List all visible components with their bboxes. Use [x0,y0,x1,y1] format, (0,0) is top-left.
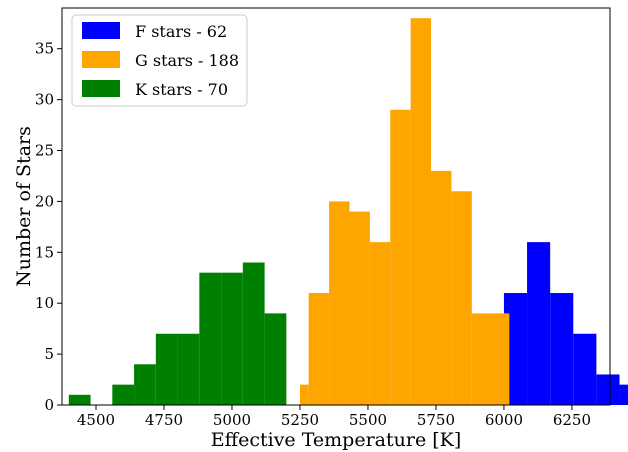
y-tick-label: 0 [44,396,54,414]
bar [68,394,91,405]
legend-swatch [82,80,120,97]
bar [134,364,156,405]
bars-layer [68,18,628,406]
x-tick-label: 5000 [213,411,251,429]
bar [573,333,597,405]
legend-swatch [82,22,120,39]
bar [329,201,350,405]
y-tick-label: 35 [35,40,54,58]
legend: F stars - 62 G stars - 188 K stars - 70 [71,14,248,107]
y-axis-title: Number of Stars [13,126,35,287]
series-2 [68,262,287,405]
legend-label: K stars - 70 [135,80,228,99]
bar [221,272,243,405]
x-tick-label: 6000 [485,411,523,429]
bar [155,333,178,405]
bar [199,272,222,405]
legend-label: G stars - 188 [135,51,239,70]
bar [177,333,200,405]
legend-swatch [82,51,120,68]
bar [451,191,472,405]
y-tick-label: 25 [35,142,54,160]
x-tick-label: 6250 [553,411,591,429]
x-tick-label: 4500 [77,411,115,429]
y-tick-label: 30 [35,91,54,109]
x-tick-label: 5250 [281,411,319,429]
bar [299,384,309,405]
bar [431,170,452,405]
y-tick-label: 15 [35,243,54,261]
bar [503,293,528,405]
bar [242,262,265,405]
bar [369,242,391,405]
bar [619,384,628,405]
axes-layer: 4500 4750 5000 5250 5500 5750 6000 6250 0 5 10 15 20… [35,7,611,429]
bar [390,109,411,406]
bar [550,293,574,405]
legend-label: F stars - 62 [135,22,227,41]
bar [527,242,551,405]
bar [471,313,510,405]
bar [112,384,135,405]
bar [410,18,432,406]
y-tick-label: 5 [44,345,54,363]
plot-frame [61,7,611,406]
series-1 [299,18,510,406]
series-0 [503,242,628,405]
y-tick-label: 10 [35,294,54,312]
bar [308,293,330,405]
bar [349,211,370,405]
x-tick-label: 5500 [349,411,387,429]
y-tick-label: 20 [35,192,54,210]
x-tick-label: 4750 [145,411,183,429]
bar [264,313,287,405]
bar [596,374,620,405]
x-axis-title: Effective Temperature [K] [211,429,462,451]
x-tick-label: 5750 [417,411,455,429]
